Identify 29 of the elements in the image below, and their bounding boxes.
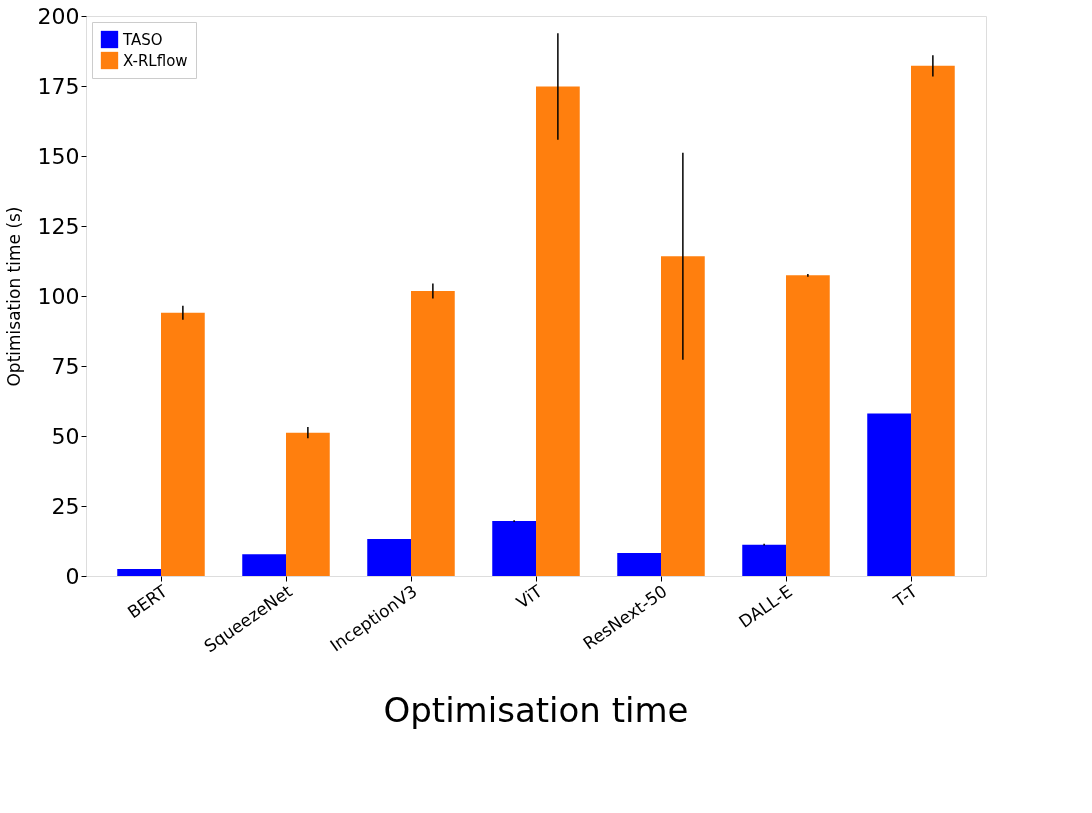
bar: [617, 553, 661, 576]
bar: [867, 413, 911, 576]
bar: [536, 86, 580, 576]
legend-label: TASO: [122, 30, 163, 49]
bar: [161, 312, 205, 576]
bar: [786, 275, 830, 576]
bar: [367, 539, 411, 576]
legend-label: X-RLflow: [123, 51, 188, 70]
y-tick-label: 150: [37, 143, 80, 169]
y-tick-label: 0: [65, 563, 80, 589]
bar: [911, 65, 955, 576]
bar: [742, 544, 786, 576]
text: Optimisation time: [383, 689, 689, 730]
y-tick-label: 50: [51, 423, 80, 449]
y-axis-title: Optimisation time (s): [3, 206, 24, 387]
y-tick-label: 100: [37, 283, 80, 309]
x-tick-label: T-T: [888, 580, 922, 612]
bar: [661, 256, 705, 576]
y-tick-label: 175: [37, 73, 80, 99]
x-tick-label: ViT: [512, 580, 547, 613]
bar: [411, 290, 455, 576]
bar: [117, 569, 161, 576]
y-tick-label: 75: [51, 353, 80, 379]
y-tick-label: 200: [37, 3, 80, 29]
y-tick-label: 25: [51, 493, 80, 519]
bar: [286, 432, 330, 576]
bar: [242, 554, 286, 576]
y-tick-label: 125: [37, 213, 80, 239]
bar: [492, 521, 536, 576]
